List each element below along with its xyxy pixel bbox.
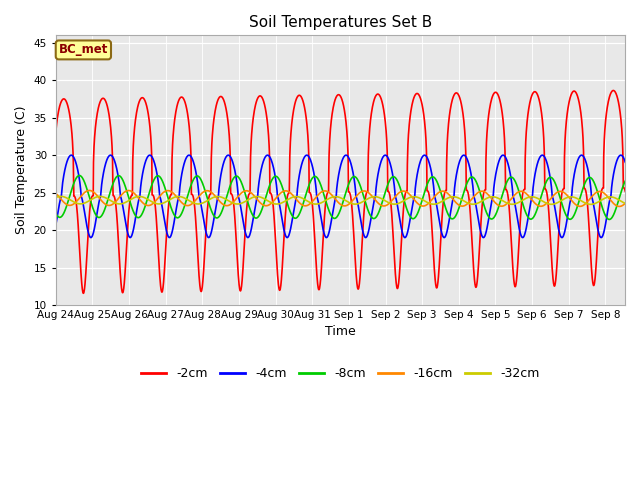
Title: Soil Temperatures Set B: Soil Temperatures Set B [249,15,432,30]
Y-axis label: Soil Temperature (C): Soil Temperature (C) [15,106,28,234]
Legend: -2cm, -4cm, -8cm, -16cm, -32cm: -2cm, -4cm, -8cm, -16cm, -32cm [136,362,545,385]
X-axis label: Time: Time [325,325,356,338]
Text: BC_met: BC_met [59,43,108,57]
